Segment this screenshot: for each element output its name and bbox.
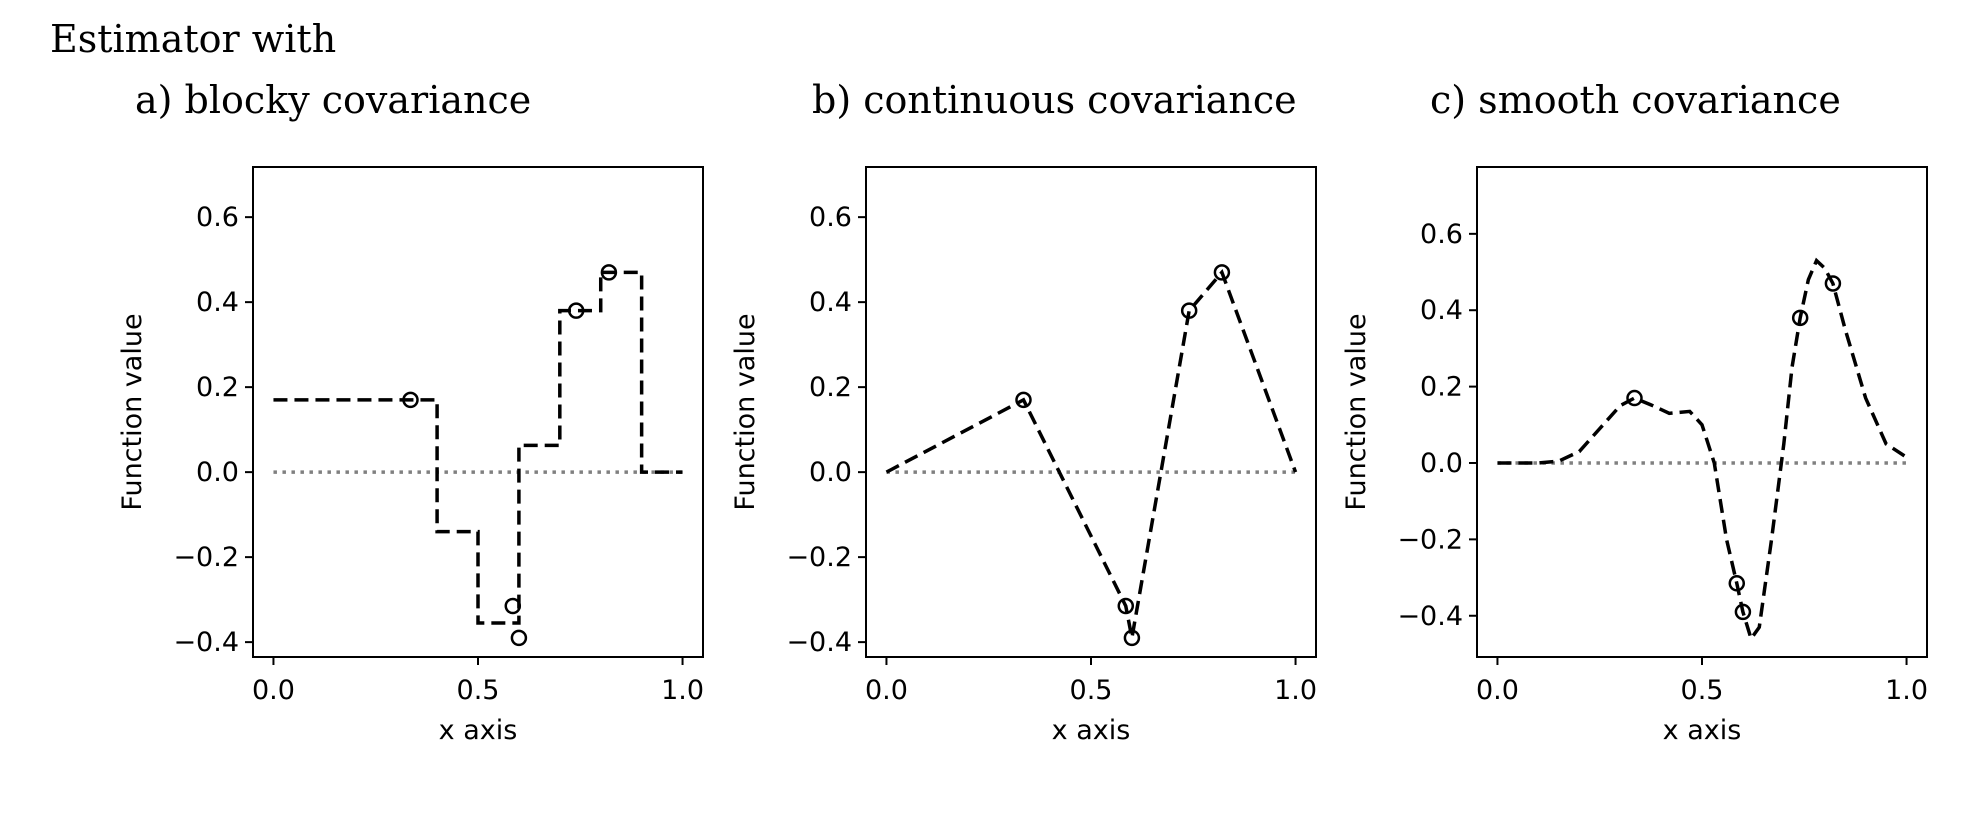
data-point [1123, 629, 1141, 647]
y-tick-label: −0.2 [1397, 524, 1463, 555]
y-tick-label: −0.2 [173, 542, 239, 573]
data-point [1791, 309, 1809, 327]
y-tick-label: 0.2 [196, 372, 239, 403]
data-point [600, 264, 618, 281]
x-tick-label: 1.0 [1274, 675, 1317, 706]
subplot-c: c) smooth covariance 0.0 0.5 1.0 0.6 0.4 0.2 0.… [1341, 78, 1928, 746]
x-tick-label: 0.5 [1681, 675, 1724, 706]
y-tick-label: −0.4 [1397, 601, 1463, 632]
y-tick-label: 0.4 [196, 287, 239, 318]
subplot-a: a) blocky covariance 0.0 0.5 1.0 0.6 0.4 0.2 0.… [117, 78, 704, 746]
x-axis-label: x axis [1663, 715, 1742, 746]
y-axis-label: Function value [730, 313, 761, 510]
x-tick-label: 0.5 [1070, 675, 1113, 706]
x-tick-label: 0.0 [252, 675, 295, 706]
y-tick-label: 0.4 [809, 287, 852, 318]
x-tick-label: 0.0 [865, 675, 908, 706]
data-point [504, 597, 522, 615]
data-point [1728, 575, 1746, 592]
data-point [1824, 275, 1842, 292]
y-tick-label: 0.2 [1420, 372, 1463, 403]
y-axis-label: Function value [1341, 313, 1372, 510]
y-tick-label: 0.0 [809, 457, 852, 488]
y-tick-label: 0.2 [809, 372, 852, 403]
estimator-curve [1497, 257, 1908, 643]
data-point [1180, 302, 1198, 319]
x-axis-label: x axis [439, 715, 518, 746]
estimator-curve [885, 268, 1298, 639]
estimator-curve [273, 270, 683, 625]
x-tick-label: 0.0 [1476, 675, 1519, 706]
subplot-b: b) continuous covariance 0.0 0.5 1.0 0.6 0.4 0… [730, 78, 1317, 746]
y-tick-label: 0.0 [196, 457, 239, 488]
subplot-title: b) continuous covariance [812, 78, 1297, 122]
y-axis-label: Function value [117, 313, 148, 510]
axes-frame [1476, 166, 1928, 658]
y-tick-label: −0.4 [786, 627, 852, 658]
data-point [510, 629, 528, 647]
x-axis-label: x axis [1052, 715, 1131, 746]
data-point [402, 391, 419, 409]
subplot-title: a) blocky covariance [135, 78, 531, 122]
subplot-title: c) smooth covariance [1430, 78, 1841, 122]
y-tick-label: 0.6 [809, 202, 852, 233]
x-tick-label: 0.5 [457, 675, 500, 706]
y-tick-label: −0.4 [173, 627, 239, 658]
axes-frame [865, 166, 1317, 658]
data-point [1015, 391, 1032, 409]
y-tick-label: 0.6 [196, 202, 239, 233]
y-tick-label: 0.4 [1420, 295, 1463, 326]
y-tick-label: 0.0 [1420, 448, 1463, 479]
suptitle: Estimator with [50, 17, 336, 61]
x-tick-label: 1.0 [1885, 675, 1928, 706]
data-point [1213, 264, 1231, 281]
data-point [1117, 597, 1135, 615]
data-point [567, 302, 585, 319]
y-tick-label: 0.6 [1420, 219, 1463, 250]
data-point [1626, 389, 1643, 407]
x-tick-label: 1.0 [661, 675, 704, 706]
y-tick-label: −0.2 [786, 542, 852, 573]
data-point [1734, 603, 1752, 621]
